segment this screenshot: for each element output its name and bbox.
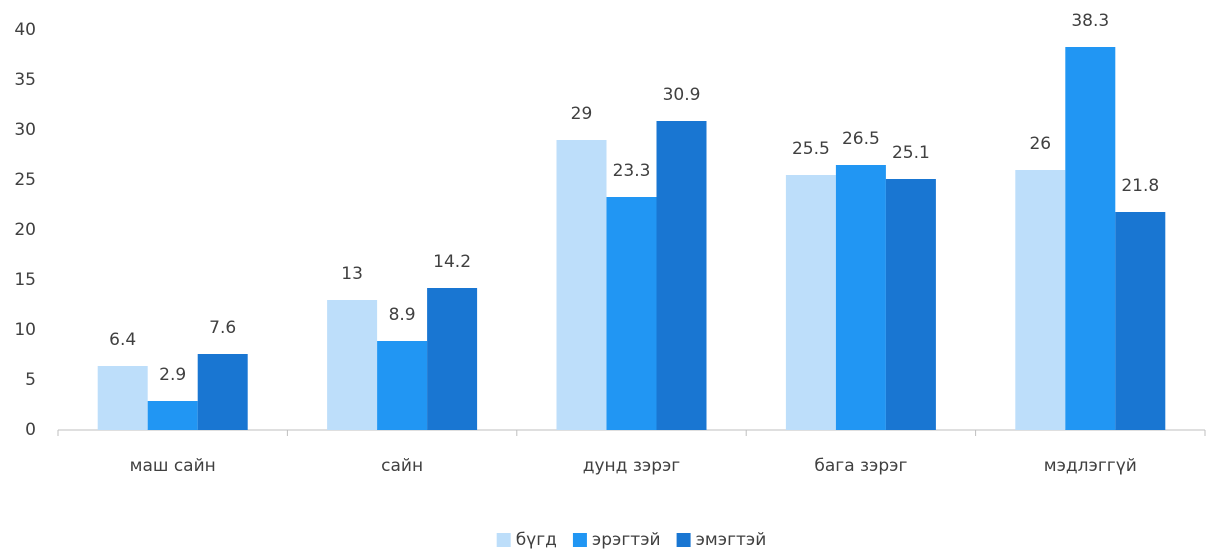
bar <box>1015 170 1066 430</box>
bar <box>1115 212 1166 430</box>
bar <box>606 197 657 430</box>
bar <box>785 175 836 430</box>
bar <box>197 354 248 430</box>
value-label: 13 <box>341 264 363 284</box>
value-label: 14.2 <box>433 252 471 272</box>
value-label: 23.3 <box>613 161 651 181</box>
value-label: 29 <box>571 104 593 124</box>
x-tick-label: бага зэрэг <box>814 456 907 476</box>
value-label: 26.5 <box>842 129 880 149</box>
bar <box>97 366 148 430</box>
bar <box>427 288 478 430</box>
y-tick-label: 20 <box>14 220 36 240</box>
y-tick-label: 40 <box>14 20 36 40</box>
x-tick-label: мэдлэггүй <box>1044 456 1137 476</box>
legend-label: эмэгтэй <box>696 530 767 550</box>
y-tick-label: 0 <box>25 420 36 440</box>
y-tick-label: 30 <box>14 120 36 140</box>
y-tick-label: 35 <box>14 70 36 90</box>
bar <box>835 165 886 430</box>
value-label: 25.5 <box>792 139 830 159</box>
value-label: 38.3 <box>1071 11 1109 31</box>
value-label: 8.9 <box>389 305 416 325</box>
value-label: 30.9 <box>663 85 701 105</box>
bar <box>885 179 936 430</box>
legend-swatch <box>676 533 691 547</box>
y-tick-label: 5 <box>25 370 36 390</box>
value-label: 25.1 <box>892 143 930 163</box>
y-tick-label: 10 <box>14 320 36 340</box>
bar <box>147 401 198 430</box>
bar <box>377 341 428 430</box>
value-label: 2.9 <box>159 365 186 385</box>
value-label: 21.8 <box>1121 176 1159 196</box>
x-tick-label: дунд зэрэг <box>583 456 681 476</box>
legend-label: эрэгтэй <box>592 530 661 550</box>
legend-swatch <box>572 533 587 547</box>
y-tick-label: 25 <box>14 170 36 190</box>
bar <box>556 140 607 430</box>
value-label: 7.6 <box>209 318 236 338</box>
legend-label: бүгд <box>516 530 557 550</box>
y-tick-label: 15 <box>14 270 36 290</box>
legend-swatch <box>496 533 511 547</box>
x-tick-label: маш сайн <box>130 456 216 476</box>
bar <box>327 300 378 430</box>
value-label: 6.4 <box>109 330 136 350</box>
x-tick-label: сайн <box>381 456 423 476</box>
bar <box>656 121 707 430</box>
value-label: 26 <box>1029 134 1051 154</box>
bar <box>1065 47 1116 430</box>
